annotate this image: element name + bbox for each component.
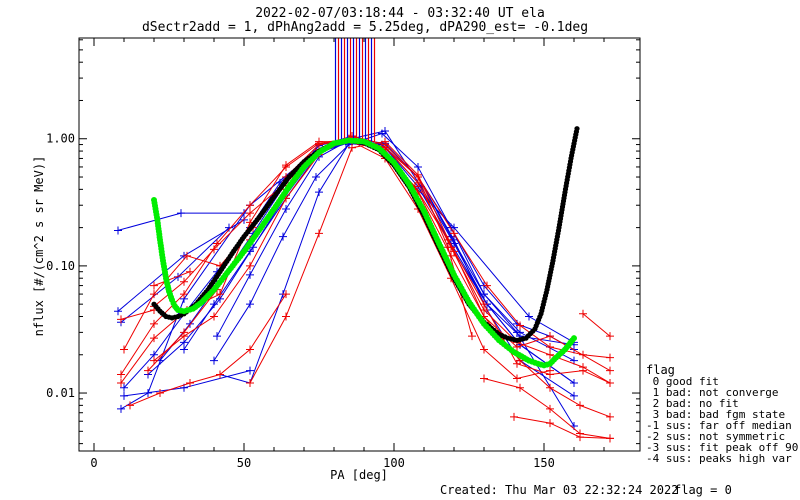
series-line-red [124, 139, 610, 371]
plus-marker [126, 401, 134, 409]
chart-title: 2022-02-07/03:18:44 - 03:32:40 UT ela [255, 6, 545, 21]
plus-marker [144, 389, 152, 397]
plus-marker [279, 233, 287, 241]
y-tick-label: 0.01 [46, 386, 75, 400]
plus-marker [177, 209, 185, 217]
plus-marker [570, 392, 578, 400]
plus-marker [579, 363, 587, 371]
x-tick-label: 0 [90, 456, 97, 470]
plus-marker [246, 367, 254, 375]
plus-marker [210, 300, 218, 308]
plus-marker [606, 413, 614, 421]
y-axis-label: nflux [#/(cm^2 s sr MeV)] [32, 156, 46, 337]
fit-black-point [574, 126, 579, 131]
axis-layer: 0 50 100 150 0.01 0.10 1.00 [46, 38, 640, 470]
series-line-blue [214, 134, 574, 427]
series-line-blue [154, 451, 184, 460]
plus-marker [150, 456, 158, 464]
plus-marker [315, 229, 323, 237]
plus-marker [213, 332, 221, 340]
plus-marker [246, 379, 254, 387]
series-line-blue [220, 375, 250, 384]
plus-marker [282, 205, 290, 213]
plus-marker [120, 392, 128, 400]
plus-marker [210, 312, 218, 320]
plus-marker [120, 345, 128, 353]
y-tick-label: 0.10 [46, 259, 75, 273]
plus-marker [606, 379, 614, 387]
plus-marker [480, 375, 488, 383]
plus-marker [468, 332, 476, 340]
series-layer [114, 127, 614, 463]
x-tick-label: 150 [533, 456, 555, 470]
plus-marker [282, 161, 290, 169]
series-line-red [121, 310, 154, 319]
x-tick-label: 50 [237, 456, 251, 470]
plus-marker [510, 413, 518, 421]
plus-marker [246, 271, 254, 279]
plus-marker [180, 345, 188, 353]
series-line-red [514, 417, 610, 439]
series-line-red [154, 139, 610, 358]
fit-green-point [571, 335, 577, 341]
plus-marker [315, 188, 323, 196]
series-line-blue [184, 142, 574, 350]
series-line-red [583, 314, 610, 336]
plus-marker [114, 226, 122, 234]
legend: flag 0 good fit 1 bad: not converge 2 ba… [646, 363, 798, 465]
plus-marker [546, 419, 554, 427]
plus-marker [570, 379, 578, 387]
pitch-angle-chart: 2022-02-07/03:18:44 - 03:32:40 UT ela dS… [0, 0, 800, 500]
chart-subtitle: dSectr2add = 1, dPhAng2add = 5.25deg, dP… [142, 20, 588, 35]
plus-marker [546, 332, 554, 340]
plus-marker [606, 354, 614, 362]
series-line-red [148, 138, 610, 383]
x-axis-label: PA [deg] [330, 468, 388, 482]
plus-marker [117, 370, 125, 378]
plus-marker [606, 434, 614, 442]
plus-marker [282, 312, 290, 320]
created-timestamp: Created: Thu Mar 03 22:32:24 2022 [440, 483, 678, 497]
plus-marker [117, 405, 125, 413]
spike-layer [336, 38, 375, 142]
series-line-red [250, 142, 610, 417]
plus-marker [246, 300, 254, 308]
y-tick-label: 1.00 [46, 132, 75, 146]
plus-marker [246, 262, 254, 270]
plus-marker [210, 357, 218, 365]
plus-marker [186, 268, 194, 276]
legend-item: -4 sus: peaks high var [646, 452, 792, 465]
plus-marker [576, 401, 584, 409]
plus-marker [516, 384, 524, 392]
flag-value: flag = 0 [674, 483, 732, 497]
plus-marker [606, 367, 614, 375]
